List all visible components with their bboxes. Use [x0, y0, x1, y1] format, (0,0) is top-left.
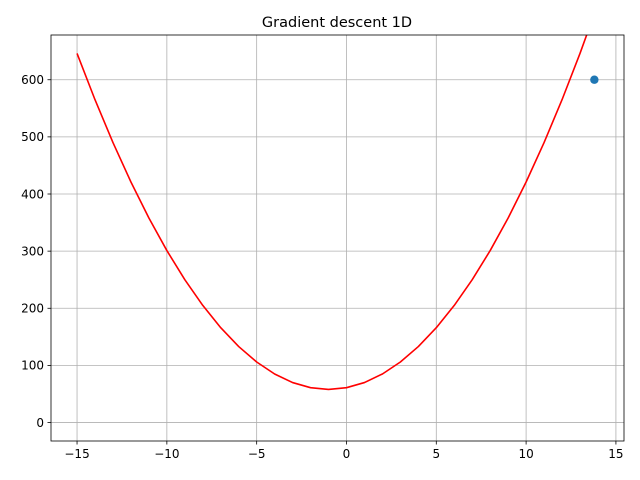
x-tick-label: −5: [248, 447, 266, 461]
x-tick-label: 15: [608, 447, 623, 461]
y-tick-label: 500: [21, 130, 44, 144]
grid-lines: [51, 35, 624, 441]
x-tick-label: 10: [518, 447, 533, 461]
y-tick-label: 400: [21, 187, 44, 201]
x-tick-label: 5: [432, 447, 440, 461]
y-tick-label: 200: [21, 302, 44, 316]
axes-frame: [50, 34, 625, 442]
x-tick-label: −15: [64, 447, 89, 461]
plot-area: [76, 35, 599, 391]
y-tick-label: 100: [21, 359, 44, 373]
x-tick-label: −10: [154, 447, 179, 461]
axes: −15 −10 −5 0 5 10 15 0 100 200 300 400 500 600: [21, 34, 625, 461]
x-tick-label: 0: [343, 447, 351, 461]
scatter-point: [590, 75, 599, 84]
series-line: [76, 35, 588, 391]
y-tick-label: 600: [21, 73, 44, 87]
chart-title: Gradient descent 1D: [262, 15, 412, 31]
y-tick-label: 300: [21, 244, 44, 258]
y-tick-label: 0: [36, 416, 44, 430]
